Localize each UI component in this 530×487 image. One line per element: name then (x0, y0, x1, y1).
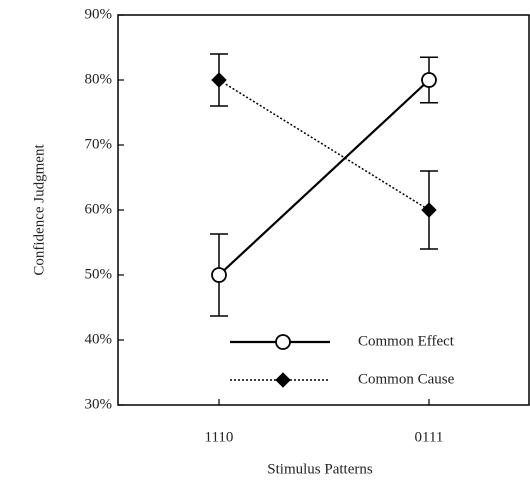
plot-frame (117, 14, 530, 406)
y-axis-label: Confidence Judgment (31, 144, 47, 276)
series-line (218, 79, 430, 276)
y-tick-label: 30% (85, 396, 113, 412)
legend-marker (275, 334, 291, 350)
data-point (211, 267, 227, 283)
y-tick-label: 70% (85, 136, 113, 152)
data-point (211, 72, 227, 88)
legend-label: Common Cause (358, 371, 455, 387)
x-tick-label: 1110 (205, 429, 234, 445)
data-point (421, 72, 437, 88)
x-tick-label: 0111 (415, 429, 444, 445)
data-point (421, 202, 437, 218)
series-line (218, 79, 430, 211)
x-axis-label: Stimulus Patterns (267, 461, 373, 477)
y-tick-label: 40% (85, 331, 113, 347)
y-tick-label: 90% (85, 6, 113, 22)
y-tick-label: 80% (85, 71, 113, 87)
legend-label: Common Effect (358, 333, 455, 349)
y-tick-label: 50% (85, 266, 113, 282)
y-tick-label: 60% (85, 201, 113, 217)
legend-marker (275, 372, 291, 388)
